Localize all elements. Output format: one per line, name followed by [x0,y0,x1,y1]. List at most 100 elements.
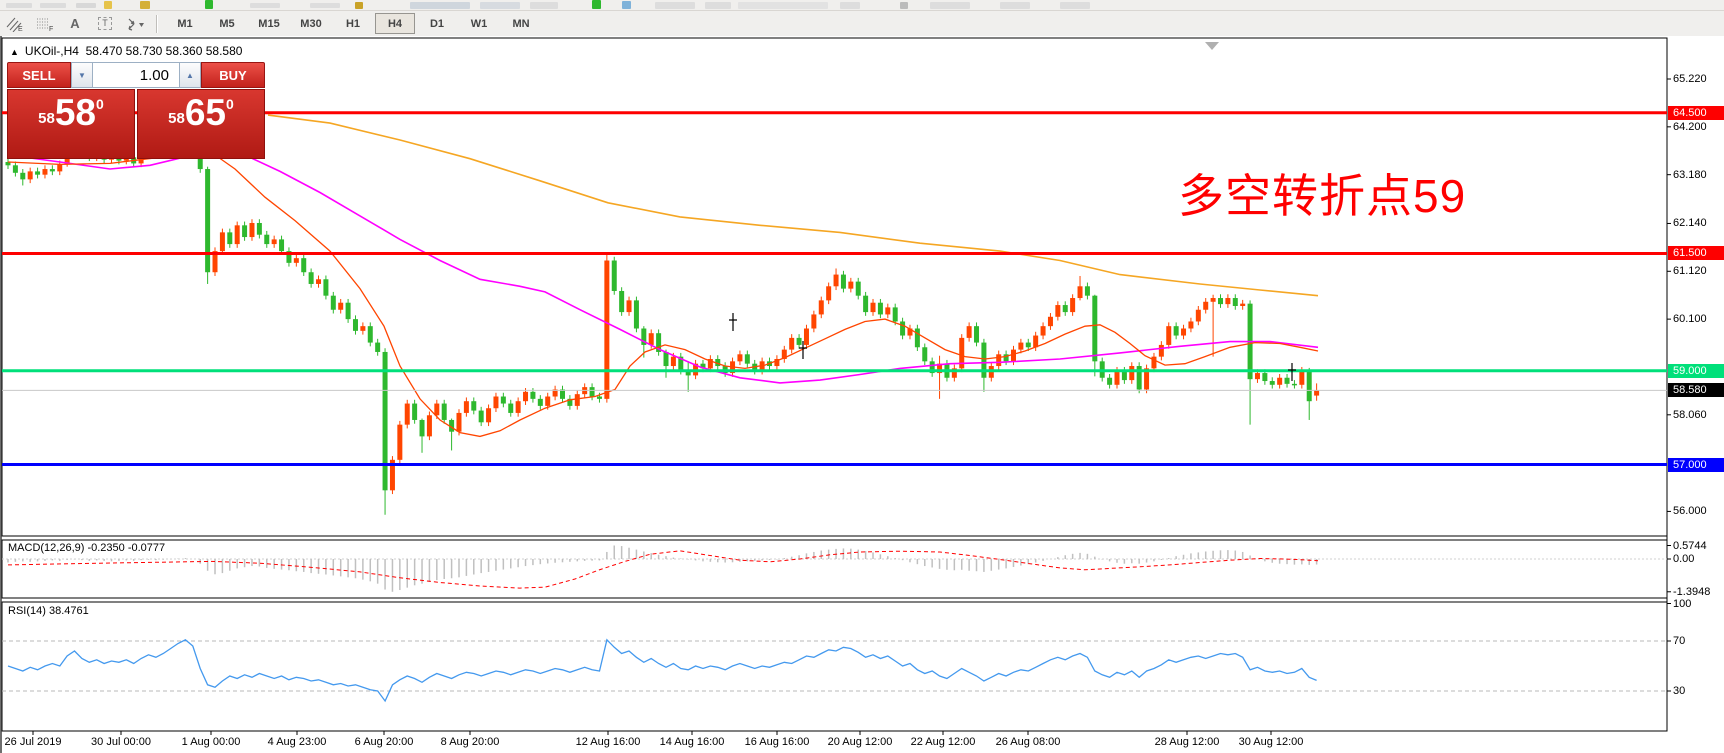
collapse-quote-icon[interactable]: ▲ [10,47,19,57]
candle-down [1291,383,1297,386]
candle-down [974,326,980,343]
candle-up [1203,301,1209,310]
sell-price-button[interactable]: 58 58 0 [7,89,135,159]
candle-down [589,387,595,397]
candle-down [49,169,55,172]
candle-down [900,321,906,336]
toolbar-fragment-icon [705,2,731,9]
one-click-trading-panel: SELL ▼ 1.00 ▲ BUY 58 58 0 58 65 0 [7,62,265,159]
timeframe-button-M5[interactable]: M5 [219,17,235,30]
volume-input[interactable]: 1.00 [93,62,179,88]
candle-down [914,328,920,348]
sell-price-big: 58 [54,92,97,133]
candle-down [478,410,484,423]
timeframe-button-M15[interactable]: M15 [258,17,280,30]
candle-down [641,328,647,345]
candle-up [1151,356,1157,369]
toolbar-fragment-icon [250,3,280,8]
candle-down [1136,366,1142,390]
candle-up [870,302,876,313]
text-label-tool[interactable]: T [91,12,119,35]
candle-down [308,272,314,284]
timeframe-button-MN[interactable]: MN [512,17,530,30]
candle-up [803,328,809,345]
volume-decrease-button[interactable]: ▼ [71,62,93,88]
candle-up [27,171,33,180]
candle-up [552,389,558,397]
ma-mid-magenta [7,151,1319,384]
candle-up [212,251,218,273]
chart-window[interactable] [0,36,1724,753]
timeframe-button-H1[interactable]: H1 [345,17,361,30]
toolbar-fragment-icon [480,2,520,9]
candle-down [1269,381,1275,385]
trade-marker [1288,363,1296,381]
candle-down [227,232,233,245]
candle-down [981,342,987,378]
candle-up [1077,286,1083,299]
candle-up [316,279,322,284]
candle-down [20,172,26,180]
candle-up [1181,328,1187,336]
buy-price-button[interactable]: 58 65 0 [137,89,265,159]
timeframe-button-M1[interactable]: M1 [177,17,193,30]
candle-down [892,307,898,322]
chart-shift-marker [1205,42,1219,50]
fibonacci-tool[interactable]: F [31,12,59,35]
candle-up [434,403,440,416]
candle-up [219,232,225,252]
candle-down [1084,286,1090,296]
timeframe-button-D1[interactable]: D1 [429,17,445,30]
candle-up [1070,298,1076,313]
candle-up [404,403,410,425]
buy-button[interactable]: BUY [201,62,265,88]
candle-up [523,391,529,402]
buy-price-sup: 0 [226,96,234,112]
candle-down [530,391,536,399]
candle-down [619,290,625,313]
macd-signal-line [7,550,1319,589]
candle-up [1158,344,1164,357]
candle-up [1277,377,1283,385]
toolbar-separator [156,14,158,33]
candle-down [1306,370,1312,402]
candle-up [774,358,780,367]
toolbar-fragment-icon [900,2,908,9]
svg-text:E: E [18,26,23,32]
toolbar-fragment-icon [140,1,150,9]
candle-down [441,403,447,420]
candle-up [57,164,63,172]
candle-down [449,419,455,432]
candle-down [382,351,388,491]
volume-increase-button[interactable]: ▲ [179,62,201,88]
candle-down [855,281,861,296]
candle-down [412,403,418,420]
candle-down [596,396,602,399]
candle-up [818,300,824,315]
toolbar-fragment-icon [205,0,213,9]
equidistant-channel-tool[interactable]: E [1,12,29,35]
candle-up [234,225,240,245]
sell-button[interactable]: SELL [7,62,71,88]
text-tool[interactable]: A [70,16,80,31]
candle-down [1262,373,1268,382]
timeframe-button-H4[interactable]: H4 [375,13,415,34]
sell-price-sup: 0 [96,96,104,112]
candle-up [1188,321,1194,329]
candle-up [885,307,891,315]
timeframe-button-W1[interactable]: W1 [470,17,488,30]
candle-up [493,396,499,409]
candle-down [323,279,329,296]
symbol-label: UKOil-,H4 [24,44,79,58]
candle-down [1218,298,1224,305]
arrows-tool[interactable] [121,12,149,35]
ma-slow-orange [267,114,1319,297]
sell-price-prefix: 58 [38,110,55,127]
candle-up [1129,366,1135,381]
candle-up [360,326,366,331]
timeframe-button-M30[interactable]: M30 [300,17,322,30]
ma-fast-red [7,147,1319,438]
candle-down [375,342,381,352]
